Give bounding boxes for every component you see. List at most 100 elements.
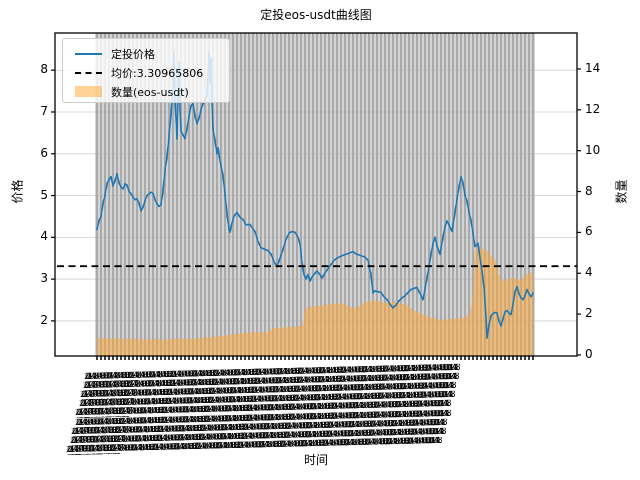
left-axis-tick-value: 7 (40, 103, 48, 118)
legend-entry-average: 均价:3.30965806 (75, 63, 229, 82)
right-axis-tick-value: 2 (585, 306, 593, 321)
date-gridbar (307, 33, 311, 356)
date-gridbar (367, 33, 371, 356)
date-gridbar (487, 33, 491, 356)
legend-box: 定投价格 均价:3.30965806 数量(eos-usdt) (62, 38, 230, 103)
x-axis-label-time: 时间 (303, 453, 328, 467)
price-line (96, 50, 534, 339)
date-gridbar (291, 33, 295, 356)
right-axis-tick-value: 10 (585, 142, 601, 157)
date-gridbar (395, 33, 399, 356)
date-gridbar (495, 33, 499, 356)
date-gridbar (239, 33, 243, 356)
date-gridbar (279, 33, 283, 356)
date-gridbar (383, 33, 387, 356)
date-gridbar (479, 33, 483, 356)
date-gridbar (439, 33, 443, 356)
date-gridbar (511, 33, 515, 356)
date-gridbar (331, 33, 335, 356)
date-gridbar (135, 33, 139, 356)
date-gridbar (251, 33, 255, 356)
quantity-patch-swatch-icon (75, 86, 102, 97)
date-gridbar (363, 33, 367, 356)
date-gridbar (243, 33, 247, 356)
date-gridbar (427, 33, 431, 356)
date-gridbar (143, 33, 147, 356)
date-gridbar (167, 33, 171, 356)
date-gridbar (139, 33, 143, 356)
date-gridbar (287, 33, 291, 356)
date-gridbar (255, 33, 259, 356)
date-gridbar (107, 33, 111, 356)
date-gridbar (303, 33, 307, 356)
date-gridbar (111, 33, 115, 356)
date-gridbar (375, 33, 379, 356)
date-gridbar (247, 33, 251, 356)
date-gridbar (231, 33, 235, 356)
date-gridbar (179, 33, 183, 356)
date-gridbar (171, 33, 175, 356)
date-gridbar (295, 33, 299, 356)
date-gridbar (419, 33, 423, 356)
right-axis-tick-value: 8 (585, 183, 593, 198)
date-gridbar (431, 33, 435, 356)
date-gridbar (499, 33, 503, 356)
date-gridbar (471, 33, 475, 356)
date-gridbar (407, 33, 411, 356)
date-gridbar (347, 33, 351, 356)
date-gridbar (379, 33, 383, 356)
date-gridbar (311, 33, 315, 356)
date-gridbar (423, 33, 427, 356)
date-gridbar (447, 33, 451, 356)
date-gridbar (467, 33, 471, 356)
date-gridbar (507, 33, 511, 356)
date-gridbar (215, 33, 219, 356)
date-gridbar (263, 33, 267, 356)
date-gridbar (443, 33, 447, 356)
date-gridbar (115, 33, 119, 356)
date-gridbar (99, 33, 103, 356)
legend-label-price: 定投价格 (111, 47, 155, 61)
date-gridbar (159, 33, 163, 356)
date-gridbar (415, 33, 419, 356)
legend-entry-price: 定投价格 (75, 44, 229, 63)
left-axis-tick-value: 4 (40, 229, 48, 244)
date-gridbar (355, 33, 359, 356)
date-gridbar (327, 33, 331, 356)
right-axis-tick-value: 6 (585, 224, 593, 239)
date-gridbar (515, 33, 519, 356)
date-gridbar (227, 33, 231, 356)
date-gridbar (271, 33, 275, 356)
date-gridbar (523, 33, 527, 356)
date-gridbar (531, 33, 535, 356)
date-gridbar (319, 33, 323, 356)
right-axis-tick-value: 0 (585, 346, 593, 361)
date-gridbar (155, 33, 159, 356)
date-gridbar (323, 33, 327, 356)
date-gridbar (183, 33, 187, 356)
date-gridbar (315, 33, 319, 356)
date-gridbar (399, 33, 403, 356)
right-axis-tick-value: 14 (585, 60, 601, 75)
date-gridbar (503, 33, 507, 356)
date-gridbar (283, 33, 287, 356)
date-gridbar (403, 33, 407, 356)
left-axis-tick-value: 3 (40, 271, 48, 286)
legend-label-average: 均价:3.30965806 (111, 66, 204, 80)
date-gridbar (163, 33, 167, 356)
date-gridbar (235, 33, 239, 356)
date-gridbar (207, 33, 211, 356)
average-dashed-swatch-icon (75, 71, 102, 74)
date-gridbar (351, 33, 355, 356)
date-gridbar (275, 33, 279, 356)
date-gridbar (123, 33, 127, 356)
date-gridbar (335, 33, 339, 356)
quantity-area (97, 247, 533, 356)
right-axis-tick-value: 4 (585, 265, 593, 280)
date-gridbar (359, 33, 363, 356)
date-gridbar (211, 33, 215, 356)
chart-title: 定投eos-usdt曲线图 (260, 8, 372, 22)
date-gridbar (451, 33, 455, 356)
